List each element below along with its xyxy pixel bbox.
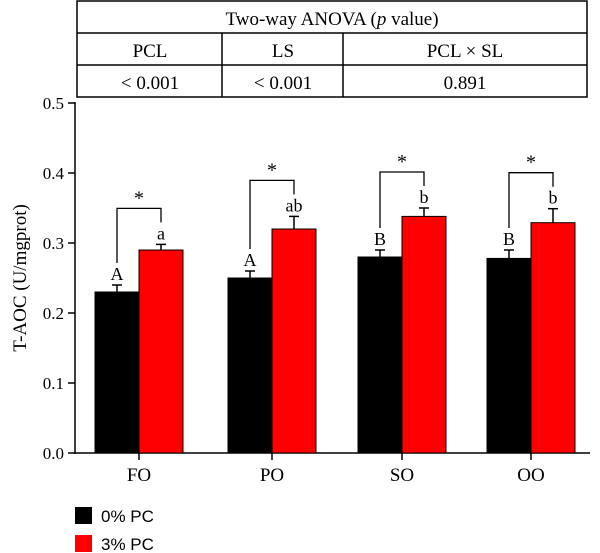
anova-header-ls: LS: [272, 41, 294, 62]
significance-star: *: [397, 151, 407, 173]
anova-table-border: [76, 0, 588, 98]
significance-letter: B: [503, 229, 515, 249]
significance-letter: ab: [286, 195, 303, 215]
significance-star: *: [526, 152, 536, 174]
significance-letter: A: [111, 264, 124, 284]
anova-header-interaction: PCL × SL: [427, 41, 504, 62]
anova-value-pcl: < 0.001: [121, 73, 179, 94]
significance-letter: a: [157, 223, 165, 243]
significance-letter: B: [374, 229, 386, 249]
bar: [271, 228, 317, 454]
significance-star: *: [267, 159, 277, 181]
x-ticks: FO PO SO OO: [127, 453, 545, 486]
anova-header-pcl: PCL: [133, 41, 168, 62]
y-tick-label: 0.2: [43, 304, 64, 323]
legend-label-3pc: 3% PC: [101, 535, 154, 553]
legend-label-0pc: 0% PC: [101, 507, 154, 526]
y-tick-label: 0.5: [43, 94, 64, 113]
bar: [530, 222, 576, 454]
bar: [357, 256, 403, 454]
bar: [227, 277, 273, 454]
x-tick-label: FO: [127, 465, 151, 486]
legend-swatch-0pc: [75, 507, 92, 524]
legend-swatch-3pc: [75, 535, 92, 552]
y-tick-label: 0.3: [43, 234, 64, 253]
significance-bracket: [116, 207, 162, 263]
bar: [94, 291, 140, 454]
bars: Aa * Aab * Bb * Bb *: [94, 151, 576, 454]
y-tick-label: 0.4: [43, 164, 65, 183]
y-tick-label: 0.1: [43, 374, 64, 393]
anova-title: Two-way ANOVA (p value): [225, 9, 438, 30]
significance-bracket: [249, 179, 295, 249]
bar: [486, 257, 532, 454]
y-tick-label: 0.0: [43, 444, 64, 463]
significance-star: *: [134, 187, 144, 209]
anova-value-ls: < 0.001: [254, 73, 312, 94]
significance-letter: b: [549, 188, 558, 208]
legend: 0% PC 3% PC: [75, 507, 154, 553]
significance-letter: A: [244, 250, 257, 270]
significance-bracket: [379, 171, 425, 228]
significance-letter: b: [420, 187, 429, 207]
x-tick-label: OO: [517, 465, 544, 486]
significance-bracket: [508, 172, 554, 228]
y-ticks: 0.0 0.1 0.2 0.3 0.4 0.5: [43, 94, 75, 463]
bar: [138, 249, 184, 454]
anova-value-interaction: 0.891: [444, 73, 487, 94]
anova-table: [76, 0, 588, 98]
x-tick-label: PO: [260, 465, 284, 486]
y-axis-label: T-AOC (U/mgprot): [10, 204, 31, 352]
x-tick-label: SO: [390, 465, 414, 486]
bar: [401, 215, 447, 454]
